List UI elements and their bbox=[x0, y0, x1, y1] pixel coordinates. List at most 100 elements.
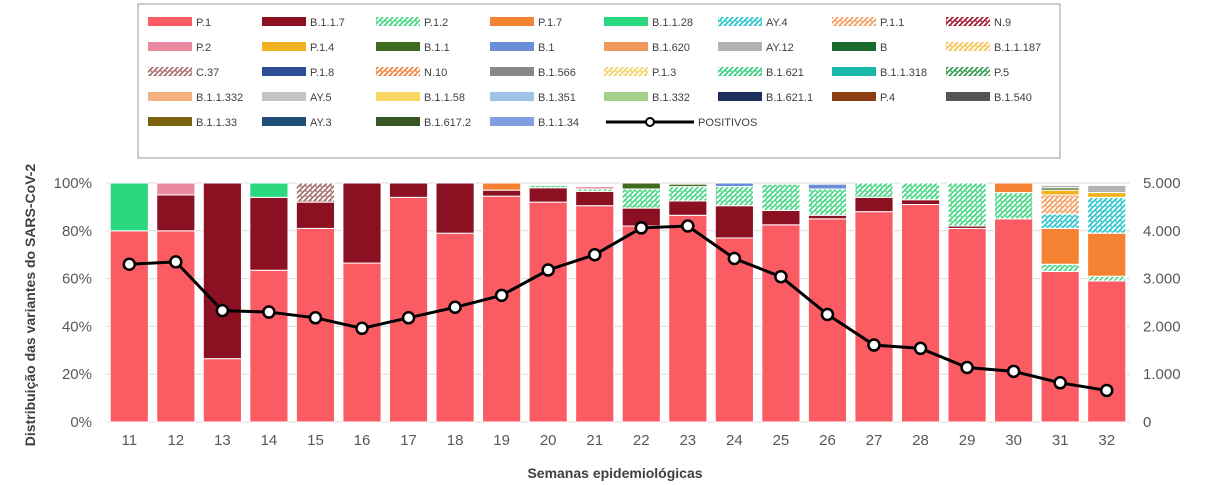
bar-b-1-1-7-week-23 bbox=[668, 200, 708, 216]
bar-p-1-2-week-26 bbox=[807, 188, 848, 216]
bar-p-1-2-week-24 bbox=[714, 186, 754, 207]
bar-b-1-1-7-week-21 bbox=[575, 190, 615, 207]
x-axis: 11 12 13 14 15 16 17 18 19 20 21 22 23 24 25 26 27 28 29 30… bbox=[121, 432, 1115, 449]
legend-label: B.1.621 bbox=[766, 67, 804, 79]
bar-b-1-1-7-week-16 bbox=[342, 182, 382, 264]
legend-label: B.1.1.28 bbox=[652, 17, 693, 29]
legend-swatch-b-1-540 bbox=[946, 92, 990, 101]
bar-ay-12-week-31 bbox=[1040, 184, 1080, 189]
bar-p-1-week-32 bbox=[1087, 280, 1127, 423]
x-tick-label: 17 bbox=[400, 432, 417, 449]
legend-label: AY.5 bbox=[310, 92, 332, 104]
y2-tick-label: 4.000 bbox=[1143, 223, 1181, 240]
legend-swatch-b-1-332 bbox=[604, 92, 648, 101]
legend-swatch-b-1-621 bbox=[718, 67, 762, 76]
x-tick-label: 26 bbox=[819, 432, 836, 449]
legend-label: B.1.1.7 bbox=[310, 17, 345, 29]
positivos-point bbox=[308, 311, 323, 325]
legend-label: B.1.1.34 bbox=[538, 117, 579, 129]
legend-swatch-ay-4 bbox=[718, 17, 762, 26]
legend-swatch-p-1-2 bbox=[376, 17, 420, 26]
bar-b-1-1-7-week-17 bbox=[388, 182, 429, 198]
legend-label: B.1.621.1 bbox=[766, 92, 813, 104]
positivos-point bbox=[541, 263, 555, 277]
legend-swatch-b-1-1-58 bbox=[376, 92, 420, 101]
bar-b-1-1-7-week-19 bbox=[482, 189, 522, 197]
legend-label: AY.12 bbox=[766, 42, 794, 54]
bar-b-1-1-7-week-12 bbox=[156, 194, 196, 232]
bar-p-1-week-21 bbox=[575, 205, 615, 423]
positivos-point bbox=[867, 338, 881, 352]
x-tick-label: 20 bbox=[540, 432, 557, 449]
y2-tick-label: 3.000 bbox=[1143, 271, 1181, 288]
legend-swatch-n-10 bbox=[376, 67, 420, 76]
bar-b-1-week-26 bbox=[807, 183, 848, 190]
y2-tick-label: 2.000 bbox=[1143, 318, 1181, 335]
x-tick-label: 29 bbox=[959, 432, 976, 449]
x-tick-label: 19 bbox=[493, 432, 510, 449]
legend-label: AY.4 bbox=[766, 17, 788, 29]
x-tick-label: 32 bbox=[1098, 432, 1115, 449]
bar-c-37-week-15 bbox=[295, 182, 336, 203]
bar-p-1-week-30 bbox=[994, 218, 1034, 423]
bar-p-1-7-week-32 bbox=[1087, 232, 1127, 277]
positivos-point bbox=[727, 251, 742, 266]
positivos-point bbox=[634, 221, 649, 235]
legend-swatch-b-1-351 bbox=[490, 92, 534, 101]
x-tick-label: 18 bbox=[447, 432, 464, 449]
legend-label: B.1.1.33 bbox=[196, 117, 237, 129]
bar-p-1-4-week-32 bbox=[1087, 192, 1127, 198]
legend-swatch-p-1-3 bbox=[604, 67, 648, 76]
positivos-point bbox=[494, 288, 509, 303]
bar-p-1-week-13 bbox=[202, 358, 242, 423]
legend-label: B.1.1.332 bbox=[196, 92, 243, 104]
bar-p-1-week-31 bbox=[1040, 270, 1080, 423]
positivos-line-layer bbox=[122, 219, 1114, 398]
bars bbox=[109, 182, 1127, 423]
positivos-point bbox=[774, 269, 788, 284]
positivos-line bbox=[129, 224, 1107, 392]
positivos-point bbox=[1053, 376, 1067, 390]
bar-b-1-1-7-week-14 bbox=[249, 196, 289, 271]
x-tick-label: 28 bbox=[912, 432, 929, 449]
legend-swatch-b bbox=[832, 42, 876, 51]
legend-swatch-b-1-1-28 bbox=[604, 17, 648, 26]
bar-p-1-1-week-31 bbox=[1040, 194, 1080, 215]
legend-swatch-b-1-1-332 bbox=[148, 92, 192, 101]
legend-label: B.1.566 bbox=[538, 67, 576, 79]
legend-swatch-b-1-566 bbox=[490, 67, 534, 76]
bar-p-1-week-24 bbox=[714, 237, 754, 423]
positivos-point bbox=[587, 247, 602, 262]
bar-p-1-week-27 bbox=[854, 211, 894, 423]
bar-p-1-week-15 bbox=[295, 227, 336, 423]
legend-swatch-p-1-8 bbox=[262, 67, 306, 76]
x-tick-label: 12 bbox=[167, 432, 184, 449]
legend-swatch-p-1-1 bbox=[832, 17, 876, 26]
legend-swatch-b-1-1-187 bbox=[946, 42, 990, 51]
positivos-point bbox=[401, 311, 416, 325]
bar-p-1-week-16 bbox=[342, 262, 382, 423]
positivos-point bbox=[448, 300, 462, 315]
bar-p-1-week-23 bbox=[668, 214, 708, 423]
legend-label: P.4 bbox=[880, 92, 895, 104]
positivos-point bbox=[1099, 383, 1114, 398]
legend-swatch-p-4 bbox=[832, 92, 876, 101]
bar-ay-4-week-31 bbox=[1040, 213, 1080, 229]
bar-p-1-week-19 bbox=[482, 195, 522, 423]
y-axis-label: Distribuição das variantes do SARS-CoV-2 bbox=[22, 164, 38, 447]
positivos-point bbox=[169, 255, 183, 269]
legend-swatch-ay-3 bbox=[262, 117, 306, 126]
legend-label: B.1.1.58 bbox=[424, 92, 465, 104]
legend-swatch-ay-5 bbox=[262, 92, 306, 101]
legend-swatch-b-1-617-2 bbox=[376, 117, 420, 126]
legend-swatch-ay-12 bbox=[718, 42, 762, 51]
legend-swatch-p-2 bbox=[148, 42, 192, 51]
y-tick-label: 60% bbox=[62, 271, 92, 288]
bar-p-1-2-week-28 bbox=[900, 182, 941, 201]
positivos-point bbox=[355, 321, 369, 336]
bar-b-1-1-7-week-27 bbox=[854, 196, 894, 213]
legend-label: B bbox=[880, 42, 887, 54]
legend-label: P.1 bbox=[196, 17, 211, 29]
bar-p-1-2-week-20 bbox=[528, 184, 568, 189]
bar-p-1-week-17 bbox=[388, 196, 429, 423]
